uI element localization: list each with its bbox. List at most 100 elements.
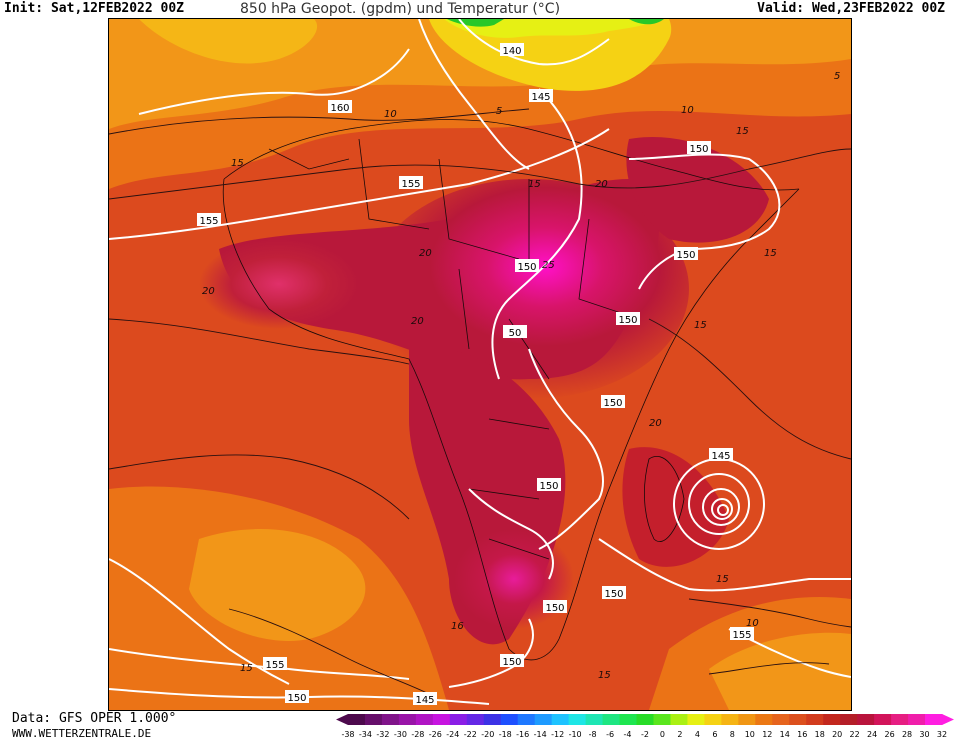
- legend-tick-label: 20: [832, 730, 842, 739]
- valid-time-label: Valid: Wed,23FEB2022 00Z: [757, 1, 945, 16]
- legend-tick-label: -38: [341, 730, 354, 739]
- legend-swatch: [348, 714, 366, 725]
- legend-swatch: [738, 714, 756, 725]
- legend-swatch: [517, 714, 536, 725]
- legend-tick-label: 0: [660, 730, 665, 739]
- geo-label: 155: [199, 216, 218, 227]
- temperature-label-group: 5 5 10 10 15 15 15 15 20 20 20 25 20 20 …: [202, 71, 840, 681]
- legend-swatch: [721, 714, 739, 725]
- geo-label: 150: [502, 657, 521, 668]
- legend-tick-label: 16: [797, 730, 807, 739]
- legend-swatch: [551, 714, 570, 725]
- legend-tick-label: -10: [569, 730, 582, 739]
- geopotential-label-group: 140 145 160 155 155 150 150 150 50 150 1…: [197, 43, 754, 706]
- temp-label: 15: [736, 126, 749, 137]
- map-canvas: 140 145 160 155 155 150 150 150 50 150 1…: [109, 19, 851, 710]
- legend-tick-label: -24: [446, 730, 459, 739]
- legend-tick-label: -28: [411, 730, 424, 739]
- geo-label: 150: [545, 603, 564, 614]
- legend-swatch: [772, 714, 790, 725]
- cool-patch-southwest: [189, 529, 366, 641]
- website-label: WWW.WETTERZENTRALE.DE: [12, 727, 152, 740]
- legend-swatch: [449, 714, 468, 725]
- legend-tick-label: -16: [516, 730, 529, 739]
- legend-arrow-right: [942, 714, 954, 725]
- legend-tick-label: -32: [376, 730, 389, 739]
- legend-swatch: [653, 714, 671, 725]
- heat-core-central: [369, 179, 689, 399]
- geo-label: 145: [415, 695, 434, 706]
- legend-tick-label: -26: [429, 730, 442, 739]
- legend-swatch: [619, 714, 638, 725]
- legend-swatch: [891, 714, 909, 725]
- geo-label: 50: [509, 328, 522, 339]
- legend-swatch: [466, 714, 485, 725]
- temp-label: 16: [451, 621, 464, 632]
- temperature-isotherms: [109, 108, 851, 695]
- legend-tick-label: 28: [902, 730, 912, 739]
- legend-tick-label: -2: [641, 730, 649, 739]
- legend-swatch: [670, 714, 688, 725]
- legend-tick-label: -30: [394, 730, 407, 739]
- geo-label: 155: [401, 179, 420, 190]
- legend-arrow-left: [336, 714, 348, 725]
- heat-core-west: [199, 239, 359, 329]
- legend-tick-label: -18: [499, 730, 512, 739]
- temp-label: 5: [496, 106, 502, 117]
- legend-tick-label: 26: [884, 730, 894, 739]
- geo-label: 150: [603, 398, 622, 409]
- warm-spot-nw: [139, 19, 318, 64]
- heat-core-south: [454, 529, 574, 629]
- color-legend: -38 -34 -32 -30 -28 -26 -24 -22 -20 -18 -16 -14 -12-…: [336, 714, 954, 739]
- chart-title: 850 hPa Geopot. (gpdm) und Temperatur (°…: [240, 1, 561, 17]
- legend-swatch: [398, 714, 417, 725]
- geo-label: 155: [265, 660, 284, 671]
- geo-label: 140: [502, 46, 521, 57]
- legend-swatch: [908, 714, 926, 725]
- geo-label: 155: [732, 630, 751, 641]
- geo-label: 150: [618, 315, 637, 326]
- geo-label: 150: [676, 250, 695, 261]
- legend-tick-label: 10: [745, 730, 755, 739]
- legend-swatch: [364, 714, 383, 725]
- cold-area-yellow: [429, 19, 672, 91]
- heat-area-madagascar: [622, 447, 729, 567]
- legend-tick-label: 30: [919, 730, 929, 739]
- temp-label: 20: [411, 316, 424, 327]
- legend-swatch: [636, 714, 654, 725]
- data-source-label: Data: GFS OPER 1.000°: [12, 711, 177, 726]
- legend-tick-label: -4: [624, 730, 632, 739]
- geopotential-contours: [109, 19, 851, 705]
- temp-label: 15: [694, 320, 707, 331]
- legend-swatch: [806, 714, 824, 725]
- legend-tick-label: 22: [850, 730, 860, 739]
- legend-tick-label: -22: [464, 730, 477, 739]
- legend-tick-label: -34: [359, 730, 372, 739]
- temp-label: 10: [746, 618, 759, 629]
- temp-label: 5: [834, 71, 840, 82]
- temp-label: 25: [542, 260, 555, 271]
- legend-tick-label: 18: [815, 730, 825, 739]
- cold-area-green: [447, 19, 664, 27]
- legend-tick-label: 12: [762, 730, 772, 739]
- legend-swatch: [789, 714, 807, 725]
- legend-swatch: [704, 714, 722, 725]
- geo-label: 150: [689, 144, 708, 155]
- temp-label: 15: [528, 179, 541, 190]
- legend-tick-label: -6: [606, 730, 614, 739]
- temp-label: 15: [240, 663, 253, 674]
- legend-swatch: [823, 714, 841, 725]
- temp-label: 15: [716, 574, 729, 585]
- temp-label: 20: [649, 418, 662, 429]
- legend-swatch: [534, 714, 553, 725]
- temp-label: 10: [681, 105, 694, 116]
- legend-swatch: [415, 714, 434, 725]
- geo-label: 150: [539, 481, 558, 492]
- geo-label: 150: [517, 262, 536, 273]
- temp-label: 15: [764, 248, 777, 259]
- legend-tick-label: -14: [534, 730, 547, 739]
- legend-tick-label: 24: [867, 730, 877, 739]
- heat-area-horn: [626, 137, 769, 243]
- legend-swatch: [432, 714, 451, 725]
- temp-label: 20: [419, 248, 432, 259]
